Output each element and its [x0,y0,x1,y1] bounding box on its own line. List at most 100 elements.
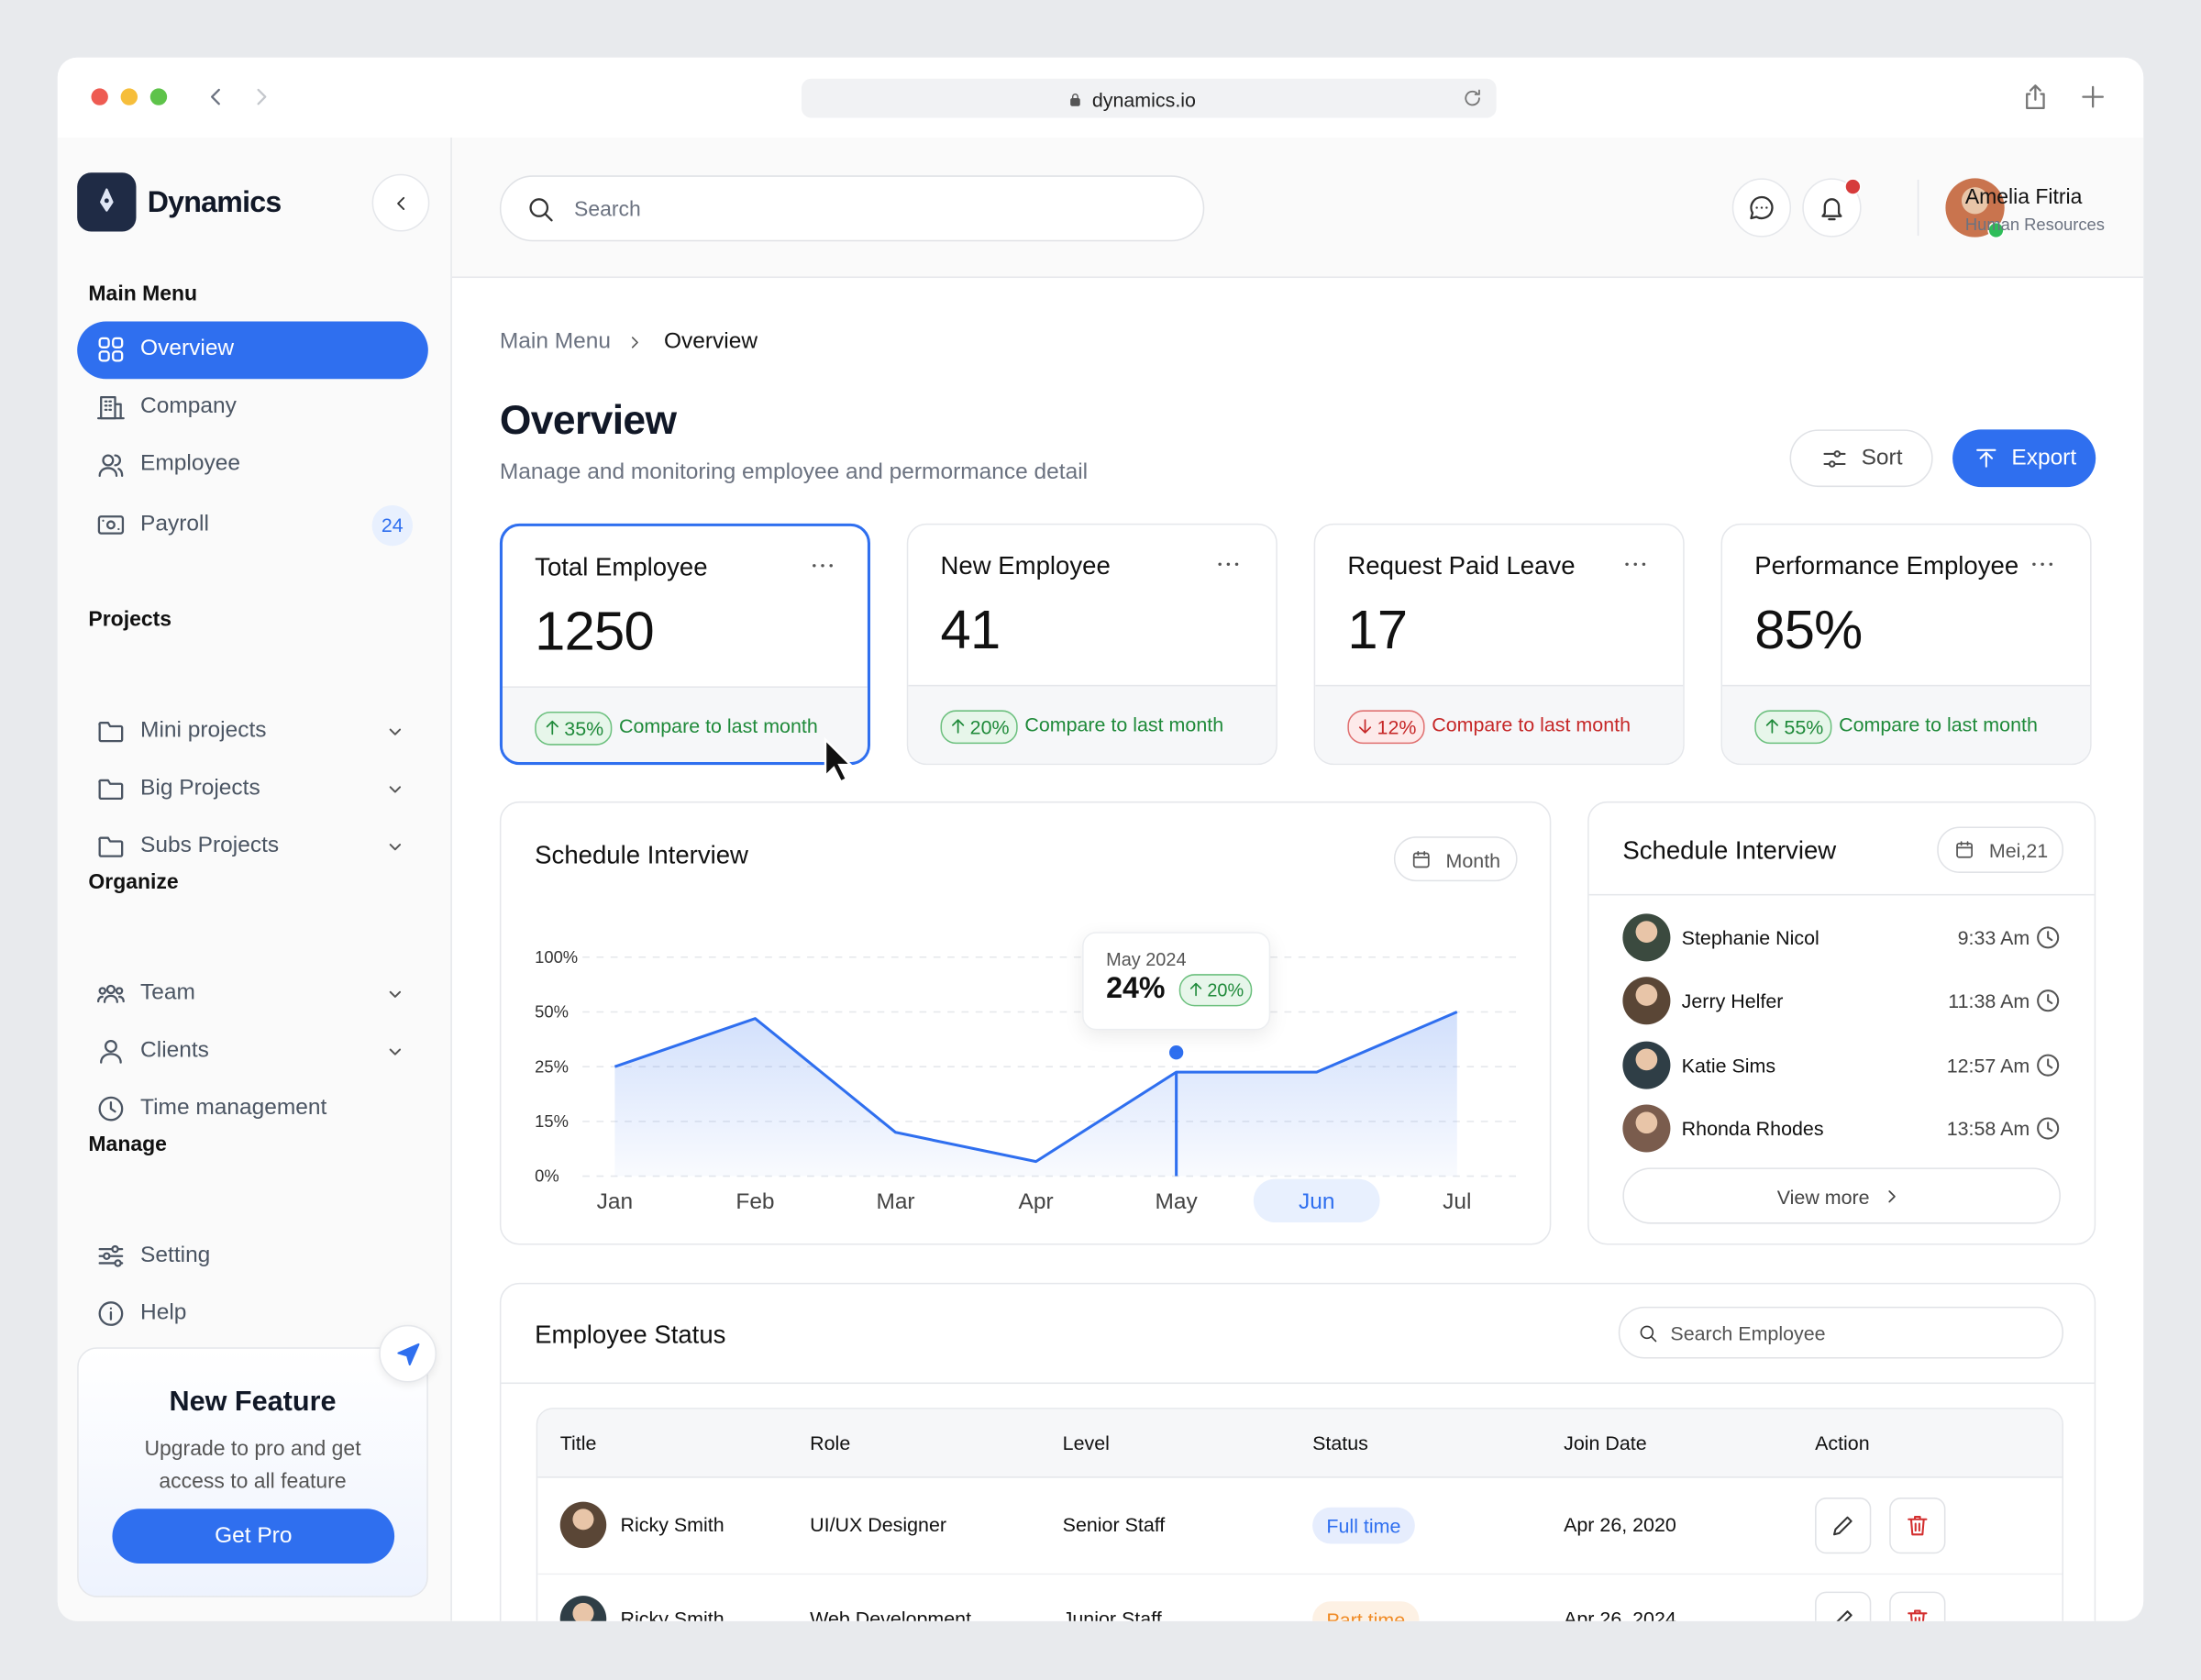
menu-icon [97,1299,126,1328]
brand-name: Dynamics [147,186,282,219]
calendar-icon-part [1956,841,1973,858]
clock-icon-part [2037,926,2060,949]
change-arrow-part-part [952,719,965,734]
menu-item[interactable]: Help [77,1286,428,1343]
delete-button[interactable] [1889,1498,1946,1554]
expand-chevron-part [389,786,402,793]
avatar [559,1596,607,1621]
menu-icon-part-part [105,984,116,995]
get-pro-button[interactable]: Get Pro [112,1509,395,1564]
change-arrow-part-part [1765,719,1778,734]
change-value: 35% [564,717,604,740]
stat-card[interactable]: New Employee 41 20% Compare to last month [906,523,1277,766]
notifications-button[interactable] [1802,178,1862,238]
header-icon [1818,193,1846,222]
schedule-card: Schedule Interview Mei,21 Stephanie Nicol 9… [1587,801,2096,1245]
breadcrumb-separator [625,333,644,352]
employee-search[interactable]: Search Employee [1618,1306,2063,1359]
y-tick-label: 15% [535,1111,569,1131]
menu-item[interactable]: Clients [77,1023,428,1081]
header-icon-part [1821,198,1842,221]
edit-button[interactable] [1815,1498,1872,1554]
menu-item[interactable]: Subs Projects [77,818,428,876]
mouse-cursor-part [824,736,854,784]
sort-button[interactable]: Sort [1789,429,1933,488]
top-bar: Search Amelia Fitria Human Resources [451,137,2144,279]
join-date: Apr 26, 2024 [1564,1607,1676,1621]
delete-button[interactable] [1889,1591,1946,1621]
window-control[interactable] [120,88,138,105]
url-text: dynamics.io [1091,88,1196,111]
search-box[interactable]: Search [499,175,1205,242]
user-name: Amelia Fitria [1964,185,2083,210]
window-control[interactable] [149,88,168,105]
menu-item[interactable]: Payroll 24 [77,497,428,555]
menu-icon-part-part [98,1301,124,1326]
logo [77,172,137,232]
x-tick-label: Feb [736,1189,774,1214]
menu-item[interactable]: Team [77,966,428,1023]
export-button[interactable]: Export [1952,429,2096,488]
menu-icon-part [98,454,124,477]
sort-icon-part-part [1828,460,1836,468]
menu-icon-part-part [112,337,124,348]
stat-card[interactable]: Performance Employee 85% 55% Compare to las… [1720,523,2092,766]
delete-icon [1905,1513,1930,1539]
change-arrow [1762,716,1783,737]
expand-chevron [383,778,407,801]
menu-icon-part-part [98,987,106,995]
menu-icon-part-part [96,994,125,1003]
menu-item[interactable]: Employee [77,437,428,494]
interview-time: 11:38 Am [1948,989,2030,1012]
stat-card[interactable]: Request Paid Leave 17 12% Compare to last m… [1313,523,1685,766]
menu-item[interactable]: Overview [77,321,428,380]
forward-button-part [257,88,267,105]
column-header: Action [1815,1431,1870,1454]
table-title: Employee Status [535,1321,726,1349]
address-bar[interactable]: dynamics.io [801,78,1497,118]
menu-icon-part-part [100,395,116,420]
new-tab-button-part [2082,85,2105,108]
change-note: Compare to last month [1024,713,1224,735]
avatar [1622,1104,1671,1153]
menu-icon [97,511,126,539]
menu-icon-part-part [98,1247,124,1265]
lock-icon-part [1070,94,1080,106]
menu-item[interactable]: Mini projects [77,703,428,761]
period-filter[interactable]: Month [1393,836,1518,882]
date-filter[interactable]: Mei,21 [1937,826,2063,873]
menu-icon-part-part [98,836,124,857]
view-more-button[interactable]: View more [1622,1167,2061,1224]
x-tick-label: Jun [1299,1189,1334,1214]
delete-icon-part [1908,1515,1928,1536]
change-badge: 20% [940,710,1018,745]
edit-button[interactable] [1815,1591,1872,1621]
interview-time: 12:57 Am [1946,1053,2030,1077]
mouse-cursor-part-part [824,736,854,784]
chart-card: Schedule Interview Month 0% 15% 25% 50% 100% Ja… [499,801,1552,1245]
menu-item[interactable]: Big Projects [77,761,428,819]
menu-icon-part [97,515,125,535]
employee-level: Senior Staff [1062,1512,1166,1536]
menu-item[interactable]: Company [77,379,428,437]
menu-icon-part-part [98,350,110,362]
messages-button[interactable] [1731,178,1792,238]
interview-time: 9:33 Am [1957,926,2030,949]
collapse-button[interactable] [371,173,430,232]
menu-item[interactable]: Setting [77,1228,428,1286]
expand-chevron-part [389,844,402,851]
export-icon-part [1976,448,1996,468]
window-control[interactable] [91,88,108,105]
more-button-part [2032,562,2053,566]
menu-label: Big Projects [140,776,260,801]
stat-card[interactable]: Total Employee 1250 35% Compare to last mon… [499,523,870,766]
change-value: 12% [1377,715,1417,739]
more-button-part [1625,562,1646,566]
interviewee-name: Jerry Helfer [1681,989,1784,1012]
menu-icon-part [100,1040,122,1064]
avatar [559,1501,607,1549]
interviewee-name: Rhonda Rhodes [1681,1117,1824,1140]
view-more-chevron-part [1888,1190,1896,1203]
menu-item[interactable]: Time management [77,1080,428,1138]
sort-icon-part-part [1833,450,1842,458]
